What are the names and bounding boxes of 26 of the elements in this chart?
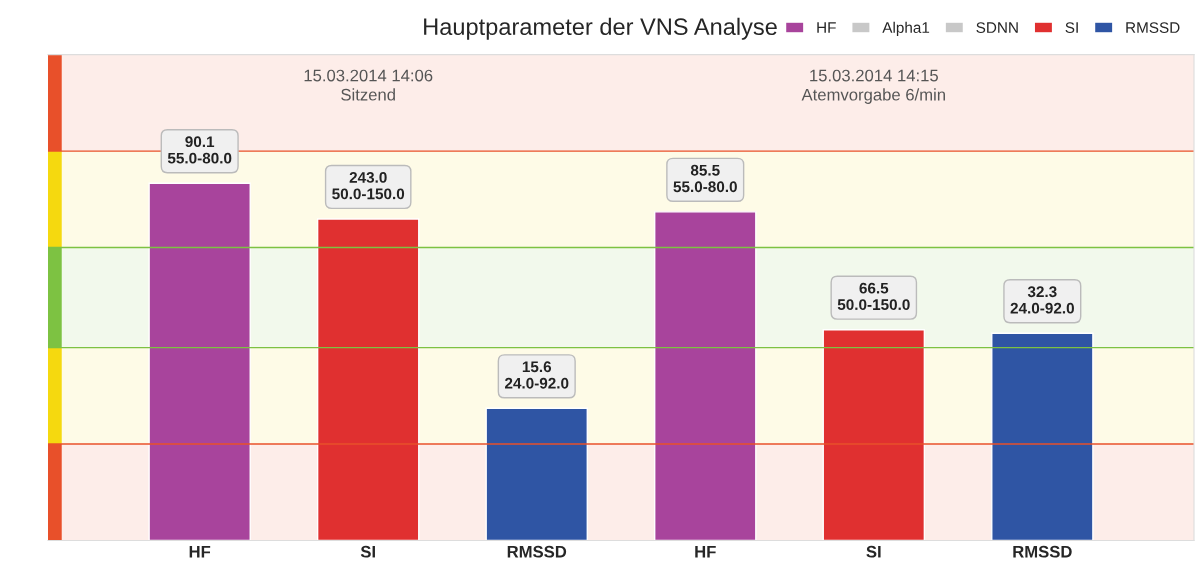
annotation: 90.1 55.0-80.0 [167,136,232,164]
x-tick-label: RMSSD [1013,545,1072,558]
bar [822,329,926,541]
x-tick-label: RMSSD [507,545,567,558]
legend-label: HF [817,22,836,33]
annotation: 243.0 50.0-150.0 [332,172,405,200]
legend-label: SDNN [976,22,1018,33]
annotation: 85.5 55.0-80.0 [673,164,737,193]
bar [316,218,420,541]
legend-label: SI [1065,22,1078,33]
bar [654,211,757,541]
annotation: 15.6 24.0-92.0 [504,361,569,389]
x-tick-label: SI [360,545,375,558]
annotation: 32.3 24.0-92.0 [1010,286,1074,314]
text: 15.03.2014 14:15 Atemvorgabe 6/min [801,69,945,104]
bar [991,332,1094,541]
x-tick-label: HF [695,545,716,558]
legend-label: Alpha1 [882,21,930,37]
annotation: 66.5 50.0-150.0 [837,282,910,311]
bar [148,182,251,541]
x-tick-label: SI [866,545,881,558]
legend-label: RMSSD [1126,22,1180,33]
x-tick-label: HF [189,545,211,558]
chart-title: Hauptparameter der VNS Analyse [424,17,777,40]
text: 15.03.2014 14:06 Sitzend [304,69,433,101]
bar [485,407,588,541]
